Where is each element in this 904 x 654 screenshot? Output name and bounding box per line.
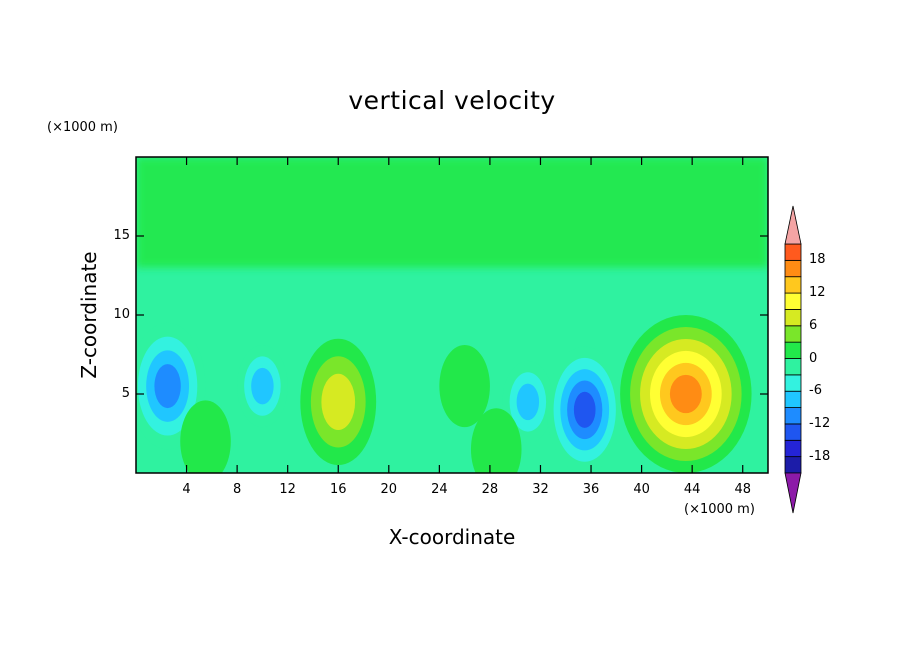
y-axis-label: Z-coordinate	[77, 251, 101, 379]
colorbar-tick-label: 18	[809, 252, 826, 268]
colorbar-box	[784, 243, 802, 261]
colorbar-box	[784, 292, 802, 310]
downdraft-1	[237, 345, 288, 428]
contour-level	[669, 374, 702, 414]
x-tick-label: 44	[683, 482, 701, 497]
updraft-7	[470, 408, 522, 473]
contour-level	[180, 400, 231, 473]
x-axis-label: X-coordinate	[388, 525, 516, 549]
contour-level	[516, 383, 540, 421]
colorbar-box	[784, 439, 802, 458]
x-tick-label: 40	[633, 482, 650, 497]
colorbar-tick-label: -6	[809, 383, 822, 399]
colorbar-box	[784, 423, 802, 441]
x-tick-label: 36	[582, 482, 600, 497]
colorbar-tick-label: 6	[809, 317, 818, 333]
colorbar-box	[784, 341, 802, 359]
updraft-6	[439, 345, 490, 428]
x-tick-label: 24	[431, 482, 448, 497]
x-tick-label: 28	[481, 482, 499, 497]
colorbar-box	[784, 374, 802, 392]
x-tick-label: 4	[182, 482, 191, 497]
chart-title: vertical velocity	[348, 86, 556, 115]
contour-level	[470, 408, 522, 473]
downdraft-0	[136, 322, 206, 450]
y-tick-label: 10	[113, 307, 130, 322]
colorbar-over-arrow	[784, 205, 802, 245]
colorbar-box	[784, 309, 802, 327]
contour-level	[439, 345, 490, 428]
contour-level	[321, 373, 356, 430]
contour-level	[251, 367, 274, 405]
y-tick-label: 5	[121, 386, 130, 401]
colorbar-tick-label: 12	[809, 285, 826, 301]
y-unit-label: (×1000 m)	[47, 120, 118, 135]
colorbar-box	[784, 407, 802, 425]
updraft-8	[620, 315, 752, 473]
x-tick-label: 32	[532, 482, 549, 497]
updraft-4	[300, 338, 377, 466]
y-tick-label: 15	[113, 228, 130, 243]
x-tick-label: 48	[734, 482, 751, 497]
updraft-5	[180, 400, 231, 473]
colorbar-box	[784, 390, 802, 408]
colorbar-box	[784, 358, 802, 376]
downdraft-3	[546, 346, 623, 473]
upper-band	[136, 157, 768, 268]
colorbar-tick-label: 0	[809, 350, 818, 366]
x-tick-label: 8	[232, 482, 242, 497]
colorbar-tick-label: -18	[809, 448, 831, 464]
colorbar-under-arrow	[784, 472, 802, 514]
colorbar-box	[784, 325, 802, 343]
x-unit-label: (×1000 m)	[684, 502, 755, 517]
x-tick-label: 12	[279, 482, 296, 497]
colorbar-box	[784, 259, 802, 278]
colorbar-tick-label: -12	[809, 415, 831, 431]
contour-level	[154, 364, 181, 409]
x-tick-label: 16	[329, 482, 347, 497]
contour-level	[573, 391, 596, 428]
x-tick-label: 20	[380, 482, 398, 497]
colorbar-box	[784, 456, 802, 474]
colorbar-box	[784, 276, 802, 294]
